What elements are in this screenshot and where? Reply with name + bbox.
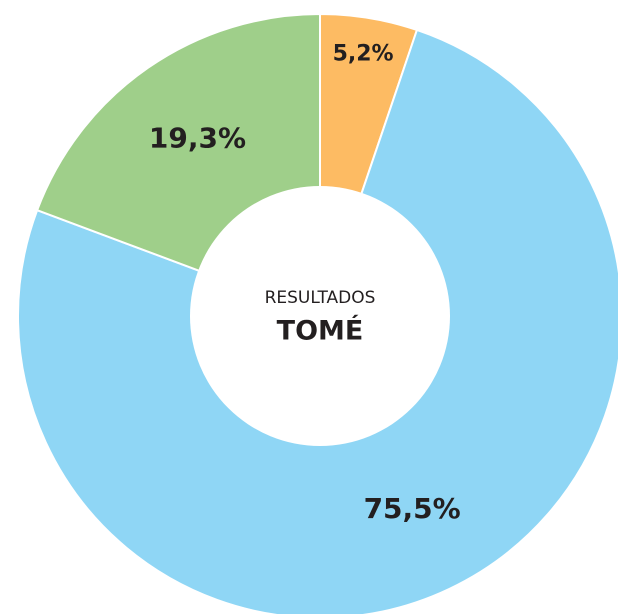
value-label: 5,2% (333, 42, 394, 67)
value-label: 19,3% (149, 121, 246, 154)
center-subtitle: RESULTADOS (265, 288, 376, 308)
value-label: 75,5% (364, 492, 461, 525)
center-title: TOMÉ (277, 315, 364, 347)
donut-hole (190, 186, 450, 446)
